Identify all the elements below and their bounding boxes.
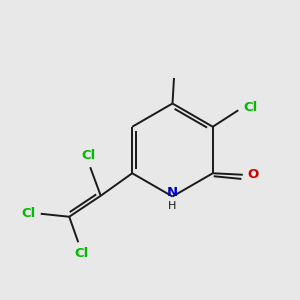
- Text: Cl: Cl: [82, 149, 96, 162]
- Text: H: H: [168, 201, 177, 211]
- Text: N: N: [167, 185, 178, 199]
- Text: Cl: Cl: [74, 247, 88, 260]
- Text: Cl: Cl: [244, 101, 258, 114]
- Text: Cl: Cl: [21, 207, 35, 220]
- Text: O: O: [248, 168, 259, 181]
